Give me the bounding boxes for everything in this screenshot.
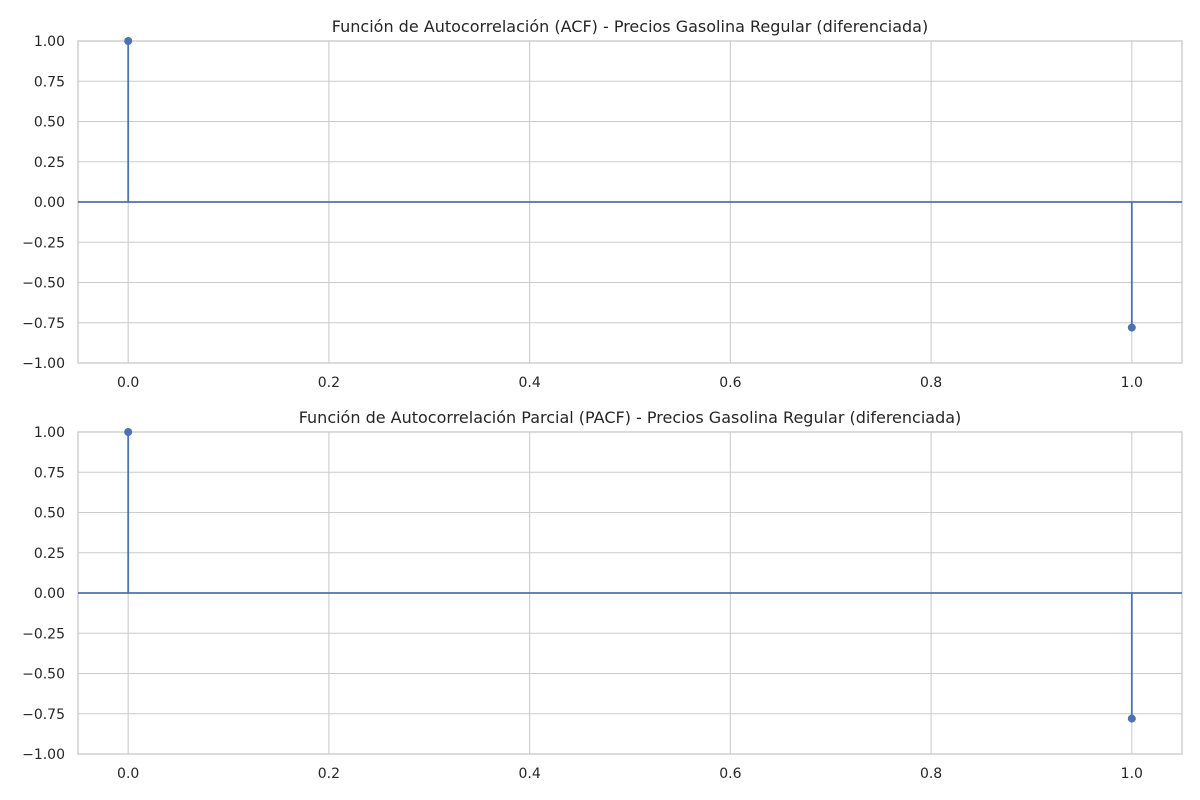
- acf-y-tick-label: −0.75: [22, 316, 65, 332]
- pacf-marker: [1127, 714, 1136, 723]
- pacf-y-tick-label: 0.25: [34, 546, 65, 562]
- acf-y-tick-label: −1.00: [22, 356, 65, 372]
- pacf-x-tick-label: 0.6: [719, 766, 741, 782]
- acf-y-tick-label: 1.00: [34, 34, 65, 50]
- pacf-y-tick-label: 0.50: [34, 506, 65, 522]
- acf-x-tick-label: 1.0: [1121, 375, 1143, 391]
- pacf-y-tick-label: 0.75: [34, 465, 65, 481]
- pacf-x-tick-label: 0.4: [519, 766, 541, 782]
- acf-x-tick-label: 0.2: [318, 375, 340, 391]
- acf-y-tick-label: 0.00: [34, 195, 65, 211]
- acf-panel: Función de Autocorrelación (ACF) - Preci…: [22, 17, 1183, 391]
- acf-y-tick-label: −0.25: [22, 235, 65, 251]
- pacf-y-tick-label: −1.00: [22, 747, 65, 763]
- pacf-y-tick-label: −0.75: [22, 707, 65, 723]
- pacf-x-tick-label: 0.0: [117, 766, 139, 782]
- pacf-panel: Función de Autocorrelación Parcial (PACF…: [22, 408, 1183, 782]
- pacf-y-tick-label: −0.25: [22, 626, 65, 642]
- acf-y-tick-label: 0.50: [34, 115, 65, 131]
- acf-x-tick-label: 0.6: [719, 375, 741, 391]
- pacf-x-tick-label: 0.8: [920, 766, 942, 782]
- acf-title: Función de Autocorrelación (ACF) - Preci…: [332, 17, 928, 36]
- pacf-marker: [124, 428, 133, 436]
- pacf-y-tick-label: 0.00: [34, 586, 65, 602]
- acf-x-tick-label: 0.8: [920, 375, 942, 391]
- acf-y-tick-label: 0.75: [34, 74, 65, 90]
- acf-x-tick-label: 0.0: [117, 375, 139, 391]
- pacf-x-tick-label: 1.0: [1121, 766, 1143, 782]
- pacf-title: Función de Autocorrelación Parcial (PACF…: [299, 408, 962, 427]
- pacf-x-tick-label: 0.2: [318, 766, 340, 782]
- acf-y-tick-label: 0.25: [34, 155, 65, 171]
- acf-y-tick-label: −0.50: [22, 276, 65, 292]
- pacf-y-tick-label: 1.00: [34, 425, 65, 441]
- acf-marker: [124, 37, 133, 45]
- acf-marker: [1127, 323, 1136, 332]
- pacf-y-tick-label: −0.50: [22, 667, 65, 683]
- acf-x-tick-label: 0.4: [519, 375, 541, 391]
